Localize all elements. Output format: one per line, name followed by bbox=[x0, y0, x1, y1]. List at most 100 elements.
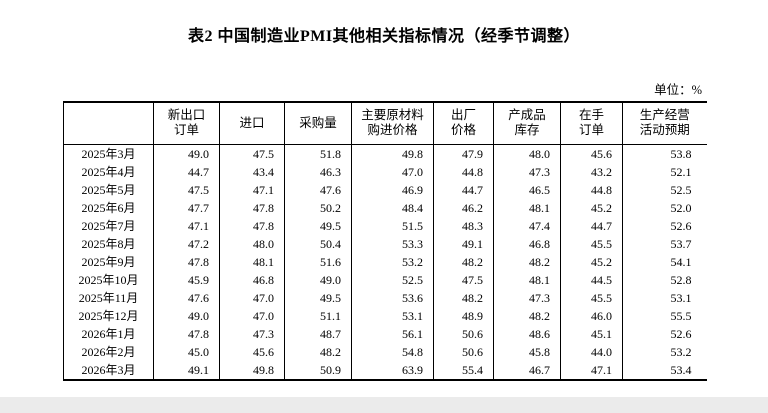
month-cell: 2025年10月 bbox=[78, 272, 139, 287]
value-cell: 54.8 bbox=[351, 342, 434, 361]
value-cell: 48.2 bbox=[493, 252, 561, 271]
value-cell: 53.2 bbox=[622, 342, 707, 361]
column-header-imports: 进口 bbox=[219, 102, 285, 145]
value-cell: 47.6 bbox=[284, 180, 352, 199]
value-cell: 53.4 bbox=[622, 360, 707, 380]
pmi-indicators-table: 新出口 订单 进口 采购量 主要原材料 购进价格 出厂 价格 产成品 库存 在手… bbox=[63, 101, 707, 381]
value-cell: 47.8 bbox=[219, 198, 285, 217]
month-cell: 2025年3月 bbox=[81, 146, 136, 161]
value-cell: 44.8 bbox=[433, 162, 494, 181]
value-cell: 43.2 bbox=[560, 162, 623, 181]
value-cell: 53.7 bbox=[622, 234, 707, 253]
column-header-input-prices: 主要原材料 购进价格 bbox=[351, 102, 434, 145]
month-cell: 2025年11月 bbox=[78, 290, 139, 305]
value-cell: 46.9 bbox=[351, 180, 434, 199]
page-title: 表2 中国制造业PMI其他相关指标情况（经季节调整） bbox=[187, 28, 581, 45]
month-cell: 2025年7月 bbox=[81, 218, 136, 233]
value-cell: 44.7 bbox=[560, 216, 623, 235]
value-cell: 45.5 bbox=[560, 234, 623, 253]
value-cell: 47.8 bbox=[153, 252, 220, 271]
bottom-band bbox=[0, 397, 768, 413]
value-cell: 49.1 bbox=[433, 234, 494, 253]
value-cell: 45.6 bbox=[560, 144, 623, 163]
column-header-output-prices: 出厂 价格 bbox=[433, 102, 494, 145]
value-cell: 52.6 bbox=[622, 324, 707, 343]
value-cell: 47.0 bbox=[351, 162, 434, 181]
month-cell: 2026年1月 bbox=[81, 326, 136, 341]
column-header-business-activity-expectations: 生产经营 活动预期 bbox=[622, 102, 707, 145]
value-cell: 47.0 bbox=[219, 306, 285, 325]
value-cell: 47.5 bbox=[153, 180, 220, 199]
value-cell: 46.3 bbox=[284, 162, 352, 181]
table-row: 2025年3月 49.0 47.5 51.8 49.8 47.9 48.0 45.6 53.8 bbox=[64, 144, 707, 163]
value-cell: 55.5 bbox=[622, 306, 707, 325]
table-row: 2025年10月 45.9 46.8 49.0 52.5 47.5 48.1 44.5 52.8 bbox=[64, 270, 707, 289]
unit-label: 单位：% bbox=[654, 83, 702, 97]
month-cell: 2025年8月 bbox=[81, 236, 136, 251]
value-cell: 53.1 bbox=[622, 288, 707, 307]
value-cell: 46.0 bbox=[560, 306, 623, 325]
value-cell: 47.2 bbox=[153, 234, 220, 253]
value-cell: 46.7 bbox=[493, 360, 561, 380]
value-cell: 47.5 bbox=[219, 144, 285, 163]
table-row: 2025年6月 47.7 47.8 50.2 48.4 46.2 48.1 45.2 52.0 bbox=[64, 198, 707, 217]
value-cell: 44.7 bbox=[433, 180, 494, 199]
value-cell: 48.0 bbox=[219, 234, 285, 253]
value-cell: 49.8 bbox=[219, 360, 285, 380]
month-cell: 2026年2月 bbox=[81, 344, 136, 359]
value-cell: 51.8 bbox=[284, 144, 352, 163]
value-cell: 52.0 bbox=[622, 198, 707, 217]
value-cell: 63.9 bbox=[351, 360, 434, 380]
value-cell: 47.7 bbox=[153, 198, 220, 217]
value-cell: 53.1 bbox=[351, 306, 434, 325]
month-cell: 2025年9月 bbox=[81, 254, 136, 269]
value-cell: 45.2 bbox=[560, 198, 623, 217]
value-cell: 48.2 bbox=[493, 306, 561, 325]
table-row: 2025年12月 49.0 47.0 51.1 53.1 48.9 48.2 46.0 55.5 bbox=[64, 306, 707, 325]
value-cell: 47.5 bbox=[433, 270, 494, 289]
value-cell: 49.1 bbox=[153, 360, 220, 380]
value-cell: 51.5 bbox=[351, 216, 434, 235]
value-cell: 47.3 bbox=[493, 162, 561, 181]
column-header-month bbox=[63, 102, 154, 145]
value-cell: 45.9 bbox=[153, 270, 220, 289]
value-cell: 47.1 bbox=[219, 180, 285, 199]
value-cell: 56.1 bbox=[351, 324, 434, 343]
table-row: 2025年4月 44.7 43.4 46.3 47.0 44.8 47.3 43.2 52.1 bbox=[64, 162, 707, 181]
value-cell: 52.5 bbox=[351, 270, 434, 289]
month-cell: 2025年4月 bbox=[81, 164, 136, 179]
table-body: 2025年3月 49.0 47.5 51.8 49.8 47.9 48.0 45.6 53.8 2… bbox=[64, 144, 707, 380]
value-cell: 51.1 bbox=[284, 306, 352, 325]
table-row: 2026年3月 49.1 49.8 50.9 63.9 55.4 46.7 47.1 53.4 bbox=[64, 360, 707, 380]
value-cell: 48.2 bbox=[433, 288, 494, 307]
value-cell: 51.6 bbox=[284, 252, 352, 271]
value-cell: 48.6 bbox=[493, 324, 561, 343]
column-header-orders-on-hand: 在手 订单 bbox=[560, 102, 623, 145]
value-cell: 47.9 bbox=[433, 144, 494, 163]
value-cell: 46.8 bbox=[219, 270, 285, 289]
value-cell: 47.0 bbox=[219, 288, 285, 307]
value-cell: 46.5 bbox=[493, 180, 561, 199]
value-cell: 45.5 bbox=[560, 288, 623, 307]
value-cell: 49.0 bbox=[153, 144, 220, 163]
value-cell: 44.5 bbox=[560, 270, 623, 289]
value-cell: 48.1 bbox=[493, 198, 561, 217]
month-cell: 2025年6月 bbox=[81, 200, 136, 215]
value-cell: 47.3 bbox=[493, 288, 561, 307]
value-cell: 52.1 bbox=[622, 162, 707, 181]
value-cell: 45.0 bbox=[153, 342, 220, 361]
value-cell: 46.2 bbox=[433, 198, 494, 217]
value-cell: 48.2 bbox=[284, 342, 352, 361]
value-cell: 55.4 bbox=[433, 360, 494, 380]
value-cell: 47.3 bbox=[219, 324, 285, 343]
value-cell: 53.2 bbox=[351, 252, 434, 271]
value-cell: 48.7 bbox=[284, 324, 352, 343]
table-row: 2025年7月 47.1 47.8 49.5 51.5 48.3 47.4 44.7 52.6 bbox=[64, 216, 707, 235]
value-cell: 50.6 bbox=[433, 324, 494, 343]
value-cell: 52.5 bbox=[622, 180, 707, 199]
value-cell: 48.0 bbox=[493, 144, 561, 163]
column-header-new-export-orders: 新出口 订单 bbox=[153, 102, 220, 145]
table-row: 2026年1月 47.8 47.3 48.7 56.1 50.6 48.6 45.1 52.6 bbox=[64, 324, 707, 343]
month-cell: 2026年3月 bbox=[81, 362, 136, 377]
